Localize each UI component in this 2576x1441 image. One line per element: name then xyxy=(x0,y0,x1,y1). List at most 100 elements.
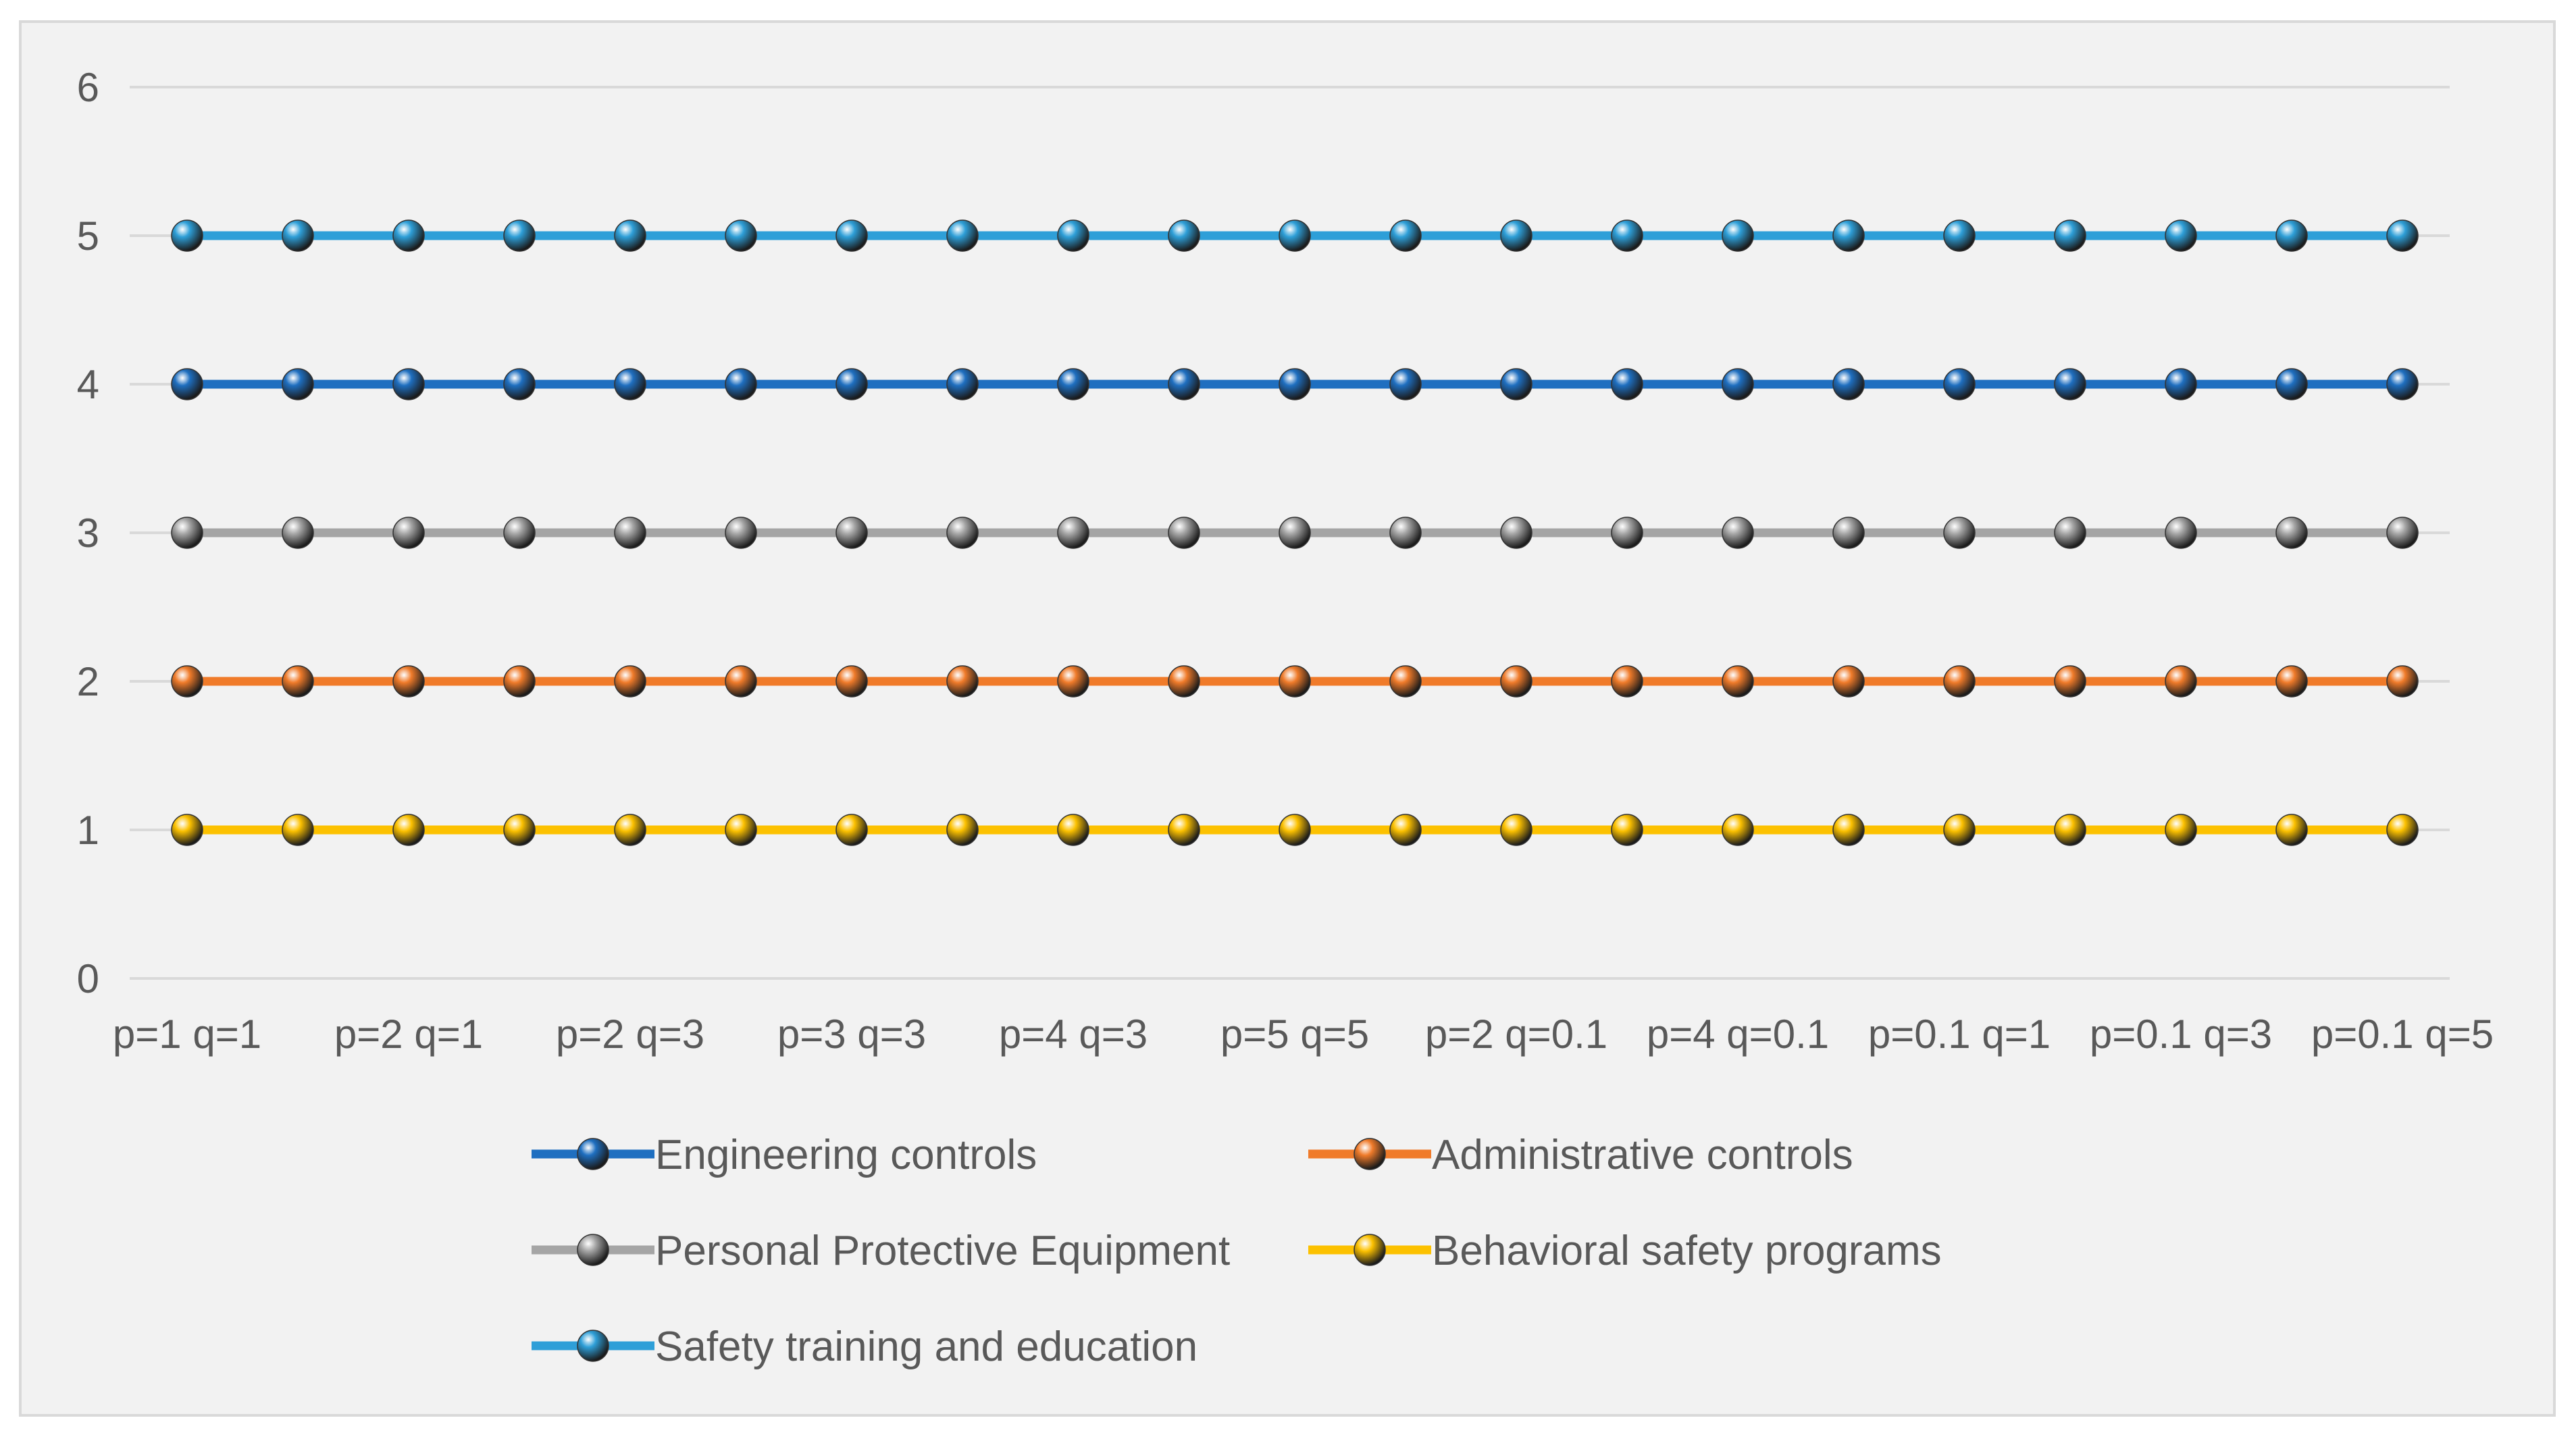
data-point xyxy=(946,517,979,549)
data-point xyxy=(2165,517,2197,549)
data-point xyxy=(1722,665,1754,698)
data-point xyxy=(725,368,757,400)
series-administrative-controls xyxy=(171,665,2419,698)
data-point xyxy=(392,517,425,549)
legend-label: Safety training and education xyxy=(655,1324,1197,1370)
data-point xyxy=(392,814,425,846)
legend-swatch-marker xyxy=(577,1234,609,1266)
data-point xyxy=(1389,368,1422,400)
data-point xyxy=(503,368,536,400)
x-tick-label: p=0.1 q=3 xyxy=(2090,1012,2272,1057)
data-point xyxy=(725,517,757,549)
data-point xyxy=(1722,368,1754,400)
data-point xyxy=(503,219,536,252)
data-point xyxy=(1943,219,1976,252)
data-point xyxy=(2165,814,2197,846)
data-point xyxy=(2386,814,2419,846)
y-tick-label: 5 xyxy=(77,213,99,259)
series-group xyxy=(171,219,2419,846)
data-point xyxy=(2054,517,2086,549)
data-point xyxy=(835,665,868,698)
data-point xyxy=(2386,665,2419,698)
x-tick-label: p=1 q=1 xyxy=(113,1012,261,1057)
x-tick-label: p=2 q=1 xyxy=(334,1012,483,1057)
data-point xyxy=(1611,665,1643,698)
data-point xyxy=(282,368,314,400)
data-point xyxy=(2054,368,2086,400)
legend-swatch-marker xyxy=(1354,1138,1386,1170)
data-point xyxy=(2275,665,2308,698)
data-point xyxy=(614,219,646,252)
data-point xyxy=(392,368,425,400)
legend-entry: Administrative controls xyxy=(1308,1132,1853,1178)
data-point xyxy=(1500,665,1532,698)
x-tick-label: p=4 q=3 xyxy=(999,1012,1148,1057)
data-point xyxy=(1722,219,1754,252)
data-point xyxy=(503,517,536,549)
data-point xyxy=(1500,219,1532,252)
line-chart: 0 1 2 3 4 5 6 p=1 q=1 p=2 q=1 p=2 q=3 p=3 q=3 p=4 … xyxy=(77,65,2494,1370)
data-point xyxy=(2165,665,2197,698)
data-point xyxy=(835,814,868,846)
legend-label: Engineering controls xyxy=(655,1132,1037,1178)
data-point xyxy=(282,814,314,846)
data-point xyxy=(1832,368,1865,400)
x-tick-label: p=5 q=5 xyxy=(1220,1012,1369,1057)
data-point xyxy=(1057,665,1089,698)
data-point xyxy=(1832,814,1865,846)
data-point xyxy=(614,814,646,846)
data-point xyxy=(2275,517,2308,549)
data-point xyxy=(2275,368,2308,400)
legend-swatch-marker xyxy=(577,1138,609,1170)
y-tick-label: 3 xyxy=(77,510,99,556)
data-point xyxy=(1389,517,1422,549)
y-tick-label: 4 xyxy=(77,362,99,407)
data-point xyxy=(2386,219,2419,252)
data-point xyxy=(1168,517,1200,549)
data-point xyxy=(171,368,203,400)
data-point xyxy=(946,219,979,252)
x-tick-label: p=0.1 q=5 xyxy=(2311,1012,2494,1057)
data-point xyxy=(282,219,314,252)
data-point xyxy=(1500,368,1532,400)
data-point xyxy=(725,219,757,252)
data-point xyxy=(614,665,646,698)
x-tick-label: p=0.1 q=1 xyxy=(1868,1012,2051,1057)
data-point xyxy=(282,665,314,698)
data-point xyxy=(1057,814,1089,846)
data-point xyxy=(1832,219,1865,252)
legend-entry: Engineering controls xyxy=(532,1132,1037,1178)
data-point xyxy=(1168,665,1200,698)
legend-entry: Personal Protective Equipment xyxy=(532,1228,1230,1274)
x-tick-label: p=3 q=3 xyxy=(777,1012,926,1057)
legend: Engineering controls Administrative contr… xyxy=(532,1132,1942,1370)
y-tick-label: 2 xyxy=(77,659,99,704)
data-point xyxy=(946,814,979,846)
y-tick-label: 0 xyxy=(77,956,99,1001)
series-personal-protective-equipment xyxy=(171,517,2419,549)
data-point xyxy=(1389,219,1422,252)
y-tick-label: 6 xyxy=(77,65,99,110)
data-point xyxy=(1611,517,1643,549)
legend-label: Administrative controls xyxy=(1432,1132,1853,1178)
data-point xyxy=(725,665,757,698)
data-point xyxy=(614,368,646,400)
data-point xyxy=(1722,814,1754,846)
data-point xyxy=(1279,814,1311,846)
legend-swatch-marker xyxy=(577,1330,609,1362)
legend-entry: Safety training and education xyxy=(532,1324,1197,1370)
data-point xyxy=(1611,219,1643,252)
x-tick-label: p=2 q=0.1 xyxy=(1425,1012,1607,1057)
data-point xyxy=(2165,219,2197,252)
data-point xyxy=(2275,814,2308,846)
y-axis-ticks: 0 1 2 3 4 5 6 xyxy=(77,65,99,1001)
data-point xyxy=(2165,368,2197,400)
data-point xyxy=(1279,219,1311,252)
data-point xyxy=(171,665,203,698)
data-point xyxy=(2275,219,2308,252)
data-point xyxy=(2386,368,2419,400)
data-point xyxy=(1500,517,1532,549)
data-point xyxy=(1057,517,1089,549)
y-tick-label: 1 xyxy=(77,808,99,853)
data-point xyxy=(1943,517,1976,549)
